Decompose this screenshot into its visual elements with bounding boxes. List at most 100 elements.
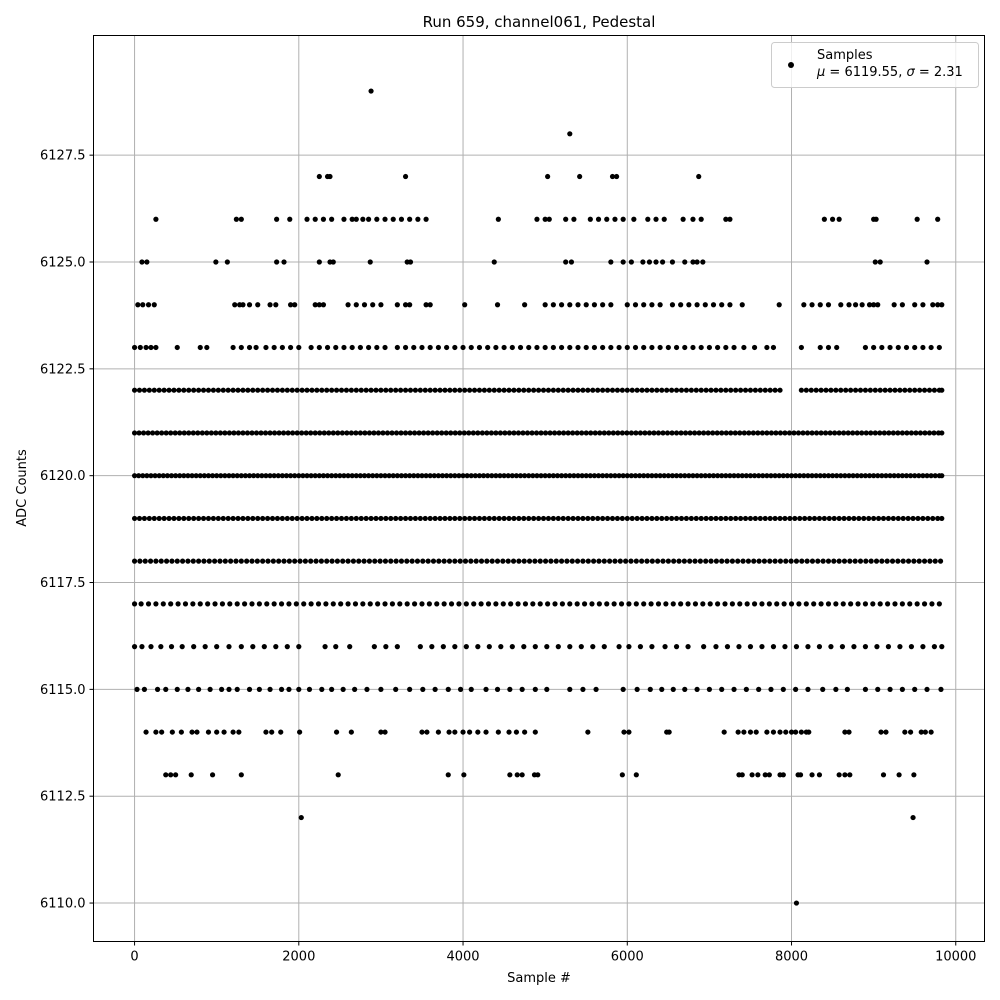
data-point	[500, 558, 506, 564]
data-point	[542, 558, 549, 564]
data-point	[526, 515, 532, 522]
data-point	[826, 515, 832, 522]
data-point	[382, 558, 389, 564]
data-point	[154, 430, 160, 436]
data-point	[524, 430, 531, 436]
data-point	[402, 430, 409, 436]
data-point	[770, 644, 777, 650]
data-point	[234, 686, 240, 692]
data-point	[665, 344, 671, 351]
data-point	[402, 302, 409, 308]
data-point	[641, 473, 647, 479]
data-point	[796, 601, 802, 607]
data-point	[801, 473, 807, 479]
data-point	[848, 387, 854, 393]
data-point	[478, 601, 484, 607]
data-point	[319, 387, 325, 393]
data-point	[210, 387, 216, 393]
data-point	[397, 601, 403, 607]
data-point	[924, 259, 930, 265]
data-point	[485, 344, 491, 351]
data-point	[452, 644, 458, 650]
data-point	[393, 430, 400, 436]
data-point	[205, 515, 212, 522]
data-point	[292, 473, 298, 479]
data-point	[604, 216, 610, 222]
data-point	[609, 173, 616, 180]
data-point	[366, 216, 372, 222]
data-point	[733, 387, 739, 393]
data-point	[255, 473, 261, 479]
data-point	[649, 515, 655, 522]
data-point	[920, 302, 926, 308]
data-point	[756, 686, 762, 692]
data-point	[250, 644, 256, 650]
data-point	[407, 387, 414, 393]
data-point	[724, 558, 730, 564]
data-point	[335, 430, 341, 436]
data-point	[146, 387, 152, 393]
data-point	[470, 430, 476, 436]
data-point	[312, 430, 318, 436]
data-point	[218, 473, 224, 479]
data-point	[904, 430, 910, 436]
data-point	[567, 473, 573, 479]
data-point	[452, 729, 458, 735]
data-point	[899, 302, 905, 308]
data-point	[735, 729, 741, 735]
data-point	[414, 558, 421, 564]
data-point	[673, 473, 680, 479]
data-point	[242, 601, 248, 607]
data-point	[278, 686, 285, 692]
data-point	[200, 387, 207, 393]
data-point	[570, 430, 576, 436]
data-point	[370, 473, 376, 479]
data-point	[136, 387, 143, 393]
data-point	[409, 558, 415, 564]
data-point	[836, 515, 842, 522]
data-point	[370, 302, 376, 308]
data-point	[756, 473, 762, 479]
data-point	[230, 729, 236, 735]
legend-sigma-value: = 2.31	[915, 65, 963, 80]
data-point	[152, 473, 158, 479]
data-point	[616, 473, 622, 479]
data-point	[497, 430, 504, 436]
data-point	[915, 515, 921, 522]
data-point	[249, 601, 255, 607]
data-point	[338, 387, 345, 393]
data-point	[361, 558, 367, 564]
data-point	[609, 387, 616, 393]
data-point	[169, 729, 175, 735]
data-point	[233, 216, 239, 222]
data-point	[922, 729, 928, 735]
data-point	[383, 515, 389, 522]
data-point	[422, 515, 428, 522]
data-point	[619, 430, 625, 436]
data-point	[267, 430, 273, 436]
data-point	[905, 515, 911, 522]
data-point	[513, 729, 520, 735]
data-point	[383, 387, 389, 393]
data-point	[131, 644, 138, 650]
data-point	[782, 430, 788, 436]
data-point	[139, 644, 145, 650]
data-point	[728, 515, 734, 522]
data-point	[617, 558, 623, 564]
data-point	[200, 515, 207, 522]
data-point	[809, 302, 815, 308]
data-point	[686, 473, 692, 479]
data-point	[281, 558, 287, 564]
data-point	[764, 729, 770, 735]
data-point	[442, 387, 448, 393]
data-point	[570, 387, 576, 393]
data-point	[892, 601, 898, 607]
data-point	[877, 259, 883, 265]
data-point	[141, 515, 148, 522]
data-point	[430, 430, 436, 436]
y-tick-label: 6125.0	[40, 256, 86, 271]
data-point	[422, 387, 428, 393]
data-point	[682, 344, 688, 351]
data-point	[225, 387, 231, 393]
data-point	[144, 259, 150, 265]
